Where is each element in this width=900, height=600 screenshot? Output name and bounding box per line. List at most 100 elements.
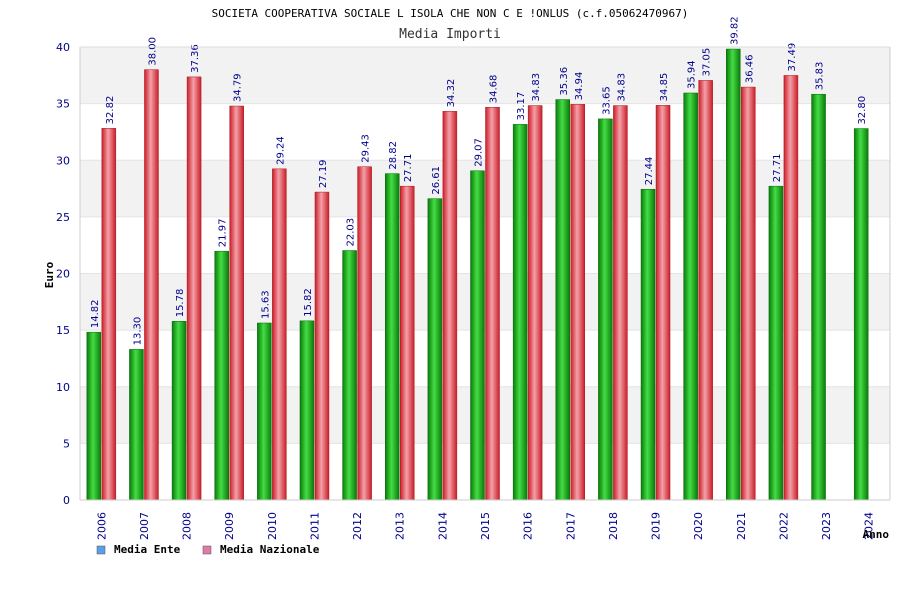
y-tick-label: 25	[56, 211, 70, 224]
data-label: 35.83	[815, 62, 826, 91]
x-tick-label: 2023	[820, 512, 833, 540]
data-label: 38.00	[147, 37, 158, 66]
data-label: 15.82	[303, 288, 314, 317]
plot-band	[80, 160, 890, 217]
bar-media-ente	[342, 250, 357, 501]
bar-media-ente	[384, 173, 400, 501]
legend-swatch-media-ente	[96, 545, 106, 555]
data-label: 34.68	[489, 75, 500, 104]
bar-media-ente	[257, 322, 272, 501]
bar-media-ente	[853, 128, 869, 501]
data-label: 27.44	[644, 157, 655, 186]
plot-band	[80, 47, 890, 104]
bar-media-ente	[427, 198, 443, 501]
data-label: 34.83	[531, 73, 542, 102]
plot-band	[80, 443, 890, 500]
plot-band	[80, 103, 890, 161]
x-tick-label: 2011	[308, 512, 321, 540]
bar-media-ente	[129, 349, 144, 501]
bar-media-nazionale	[272, 168, 287, 501]
bar-media-nazionale	[186, 76, 202, 501]
plot-band	[80, 330, 890, 387]
plot-band	[80, 386, 890, 444]
bar-media-nazionale	[144, 69, 159, 501]
x-tick-label: 2021	[735, 512, 748, 540]
bar-media-ente	[214, 250, 229, 501]
data-label: 29.43	[361, 134, 372, 163]
x-tick-label: 2015	[479, 512, 492, 540]
bar-media-nazionale	[613, 105, 628, 501]
bar-media-nazionale	[229, 105, 244, 501]
data-label: 32.82	[105, 96, 116, 125]
bar-media-nazionale	[442, 111, 458, 501]
data-label: 28.82	[388, 141, 399, 170]
bar-media-ente	[299, 320, 315, 501]
data-label: 34.32	[446, 79, 457, 108]
data-label: 36.46	[744, 54, 755, 83]
bar-media-nazionale	[399, 185, 415, 501]
x-tick-label: 2007	[138, 512, 151, 540]
y-tick-label: 10	[56, 381, 70, 394]
chart-title: SOCIETA COOPERATIVA SOCIALE L ISOLA CHE …	[212, 7, 689, 20]
data-label: 22.03	[346, 218, 357, 247]
bar-media-ente	[683, 92, 698, 501]
data-label: 27.71	[772, 154, 783, 183]
data-label: 34.94	[574, 72, 585, 101]
x-tick-label: 2022	[777, 512, 790, 540]
data-label: 39.82	[729, 16, 740, 45]
y-tick-label: 15	[56, 324, 70, 337]
bar-media-nazionale	[357, 166, 372, 501]
data-label: 34.83	[616, 73, 627, 102]
legend: Media Ente Media Nazionale	[96, 543, 320, 556]
data-label: 15.63	[260, 290, 271, 319]
legend-swatch-media-nazionale	[202, 545, 212, 555]
y-axis-title: Euro	[43, 261, 56, 288]
bar-media-ente	[470, 170, 485, 501]
x-tick-label: 2008	[181, 512, 194, 540]
data-label: 33.17	[516, 92, 527, 121]
legend-label-media-nazionale: Media Nazionale	[220, 543, 320, 556]
bar-media-nazionale	[527, 105, 543, 501]
data-label: 35.36	[559, 67, 570, 96]
data-label: 33.65	[601, 86, 612, 115]
bar-media-nazionale	[698, 80, 713, 501]
x-tick-label: 2013	[394, 512, 407, 540]
x-tick-label: 2017	[564, 512, 577, 540]
x-tick-label: 2019	[650, 512, 663, 540]
x-tick-label: 2010	[266, 512, 279, 540]
bar-media-ente	[86, 331, 102, 501]
x-tick-label: 2014	[436, 512, 449, 540]
x-tick-label: 2006	[95, 512, 108, 540]
data-label: 21.97	[218, 219, 229, 248]
bar-media-nazionale	[655, 105, 671, 501]
y-tick-label: 40	[56, 41, 70, 54]
tick-labels: 0 5 10 15 20 25 30 35 40 2006 2007 2008 2009 2010 2011…	[56, 41, 876, 540]
data-label: 34.79	[233, 73, 244, 102]
chart-subtitle: Media Importi	[399, 27, 501, 42]
x-tick-label: 2018	[607, 512, 620, 540]
plot-band	[80, 273, 890, 331]
bar-media-ente	[640, 188, 656, 501]
bar-media-ente	[171, 321, 187, 501]
data-label: 27.19	[318, 159, 329, 188]
bar-media-ente	[726, 48, 741, 501]
data-label: 29.24	[275, 136, 286, 165]
legend-label-media-ente: Media Ente	[114, 543, 181, 556]
bar-media-nazionale	[314, 191, 330, 501]
x-tick-label: 2020	[692, 512, 705, 540]
x-tick-label: 2024	[863, 512, 876, 540]
data-label: 35.94	[687, 60, 698, 89]
bar-media-nazionale	[741, 86, 756, 501]
data-label: 13.30	[132, 317, 143, 346]
x-tick-label: 2009	[223, 512, 236, 540]
y-tick-label: 5	[63, 437, 70, 450]
y-tick-label: 30	[56, 154, 70, 167]
bar-media-ente	[598, 118, 613, 501]
bar-media-nazionale	[570, 104, 586, 501]
data-label: 26.61	[431, 166, 442, 195]
y-tick-label: 35	[56, 98, 70, 111]
bar-media-ente	[811, 93, 826, 501]
data-label: 37.05	[702, 48, 713, 77]
y-tick-label: 20	[56, 268, 70, 281]
